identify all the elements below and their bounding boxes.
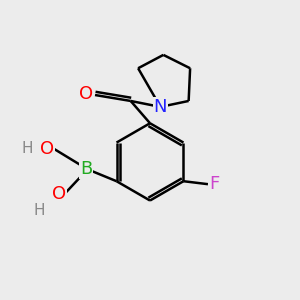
Text: B: B (80, 160, 92, 178)
Text: H: H (22, 141, 33, 156)
Text: F: F (209, 175, 219, 193)
Text: O: O (40, 140, 55, 158)
Text: O: O (79, 85, 93, 103)
Text: N: N (154, 98, 167, 116)
Text: O: O (52, 185, 66, 203)
Text: H: H (34, 203, 45, 218)
